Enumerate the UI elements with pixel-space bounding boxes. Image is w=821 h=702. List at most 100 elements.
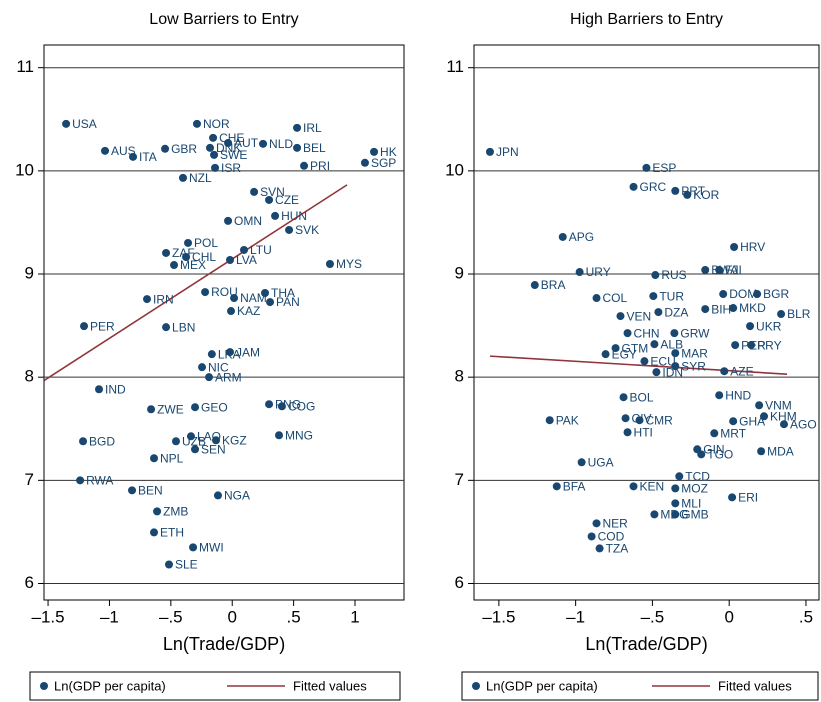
x-axis-label: Ln(Trade/GDP): [163, 634, 285, 654]
point: [261, 288, 270, 297]
point: [577, 458, 586, 467]
point: [701, 265, 710, 274]
point: [164, 560, 173, 569]
point: [747, 341, 756, 350]
point: [715, 265, 724, 274]
point: [642, 163, 651, 172]
point: [654, 308, 663, 317]
point: [629, 482, 638, 491]
point: [210, 150, 219, 159]
point: [150, 454, 159, 463]
point: [697, 450, 706, 459]
point-label: ITA: [139, 150, 157, 164]
point: [729, 304, 738, 313]
y-tick-label: 9: [455, 263, 464, 282]
point: [205, 373, 214, 382]
point: [209, 133, 218, 142]
point: [171, 437, 180, 446]
point-label: HK: [380, 145, 397, 159]
point-label: BFA: [563, 479, 586, 493]
point: [715, 391, 724, 400]
point: [592, 519, 601, 528]
point-label: TCD: [685, 469, 710, 483]
point-label: BEL: [303, 141, 326, 155]
x-axis-label: Ln(Trade/GDP): [585, 634, 707, 654]
point-label: APG: [569, 230, 594, 244]
point-label: NZL: [189, 171, 212, 185]
point-label: ALB: [660, 337, 683, 351]
point: [619, 393, 628, 402]
point: [552, 482, 561, 491]
point-label: KGZ: [222, 433, 247, 447]
point: [201, 288, 210, 297]
point: [192, 119, 201, 128]
y-tick-label: 7: [455, 470, 464, 489]
point-label: BLR: [787, 307, 811, 321]
point-label: GTM: [622, 341, 649, 355]
point-label: HTI: [634, 425, 653, 439]
point-label: ETH: [160, 526, 184, 540]
point: [224, 216, 233, 225]
point-label: GHA: [739, 414, 765, 428]
chart-title: High Barriers to Entry: [570, 11, 723, 28]
legend-box: [461, 671, 819, 701]
chart-title: Low Barriers to Entry: [149, 11, 298, 28]
legend-label: Ln(GDP per capita): [486, 678, 598, 693]
point-label: DOM: [729, 287, 757, 301]
point: [213, 491, 222, 500]
point-label: BRA: [541, 278, 566, 292]
point-label: DNK: [216, 141, 241, 155]
point: [147, 405, 156, 414]
point: [623, 329, 632, 338]
point-label: ZMB: [163, 505, 188, 519]
point-label: LVA: [236, 253, 257, 267]
point-label: GRC: [640, 180, 667, 194]
point: [161, 144, 170, 153]
point: [779, 420, 788, 429]
point-label: ZWE: [157, 402, 184, 416]
point-label: SVN: [260, 185, 285, 199]
point-label: MWI: [199, 541, 224, 555]
point-label: BGR: [763, 287, 789, 301]
point: [611, 344, 620, 353]
point-label: IRL: [303, 121, 322, 135]
x-tick-label: –.5: [159, 607, 183, 626]
point-label: IRN: [153, 292, 174, 306]
point-label: HUN: [281, 209, 307, 223]
point: [250, 187, 259, 196]
point: [211, 163, 220, 172]
point: [671, 186, 680, 195]
point-label: ISR: [221, 161, 241, 175]
x-tick-label: 0: [227, 607, 236, 626]
point: [595, 544, 604, 553]
point-label: GIN: [703, 442, 724, 456]
point-label: LTU: [250, 243, 272, 257]
point-label: CZE: [275, 193, 299, 207]
point-label: EGY: [612, 347, 637, 361]
point: [530, 281, 539, 290]
point-label: KEN: [640, 479, 665, 493]
point-label: KOR: [693, 188, 719, 202]
point: [728, 493, 737, 502]
point-label: ERI: [738, 491, 758, 505]
point: [271, 211, 280, 220]
point: [186, 432, 195, 441]
point-label: LBN: [172, 320, 195, 334]
point: [587, 532, 596, 541]
point-label: SEN: [201, 442, 226, 456]
point-label: FJI: [725, 263, 742, 277]
point-label: NPL: [160, 451, 184, 465]
point-label: PER: [90, 319, 115, 333]
point: [671, 499, 680, 508]
point-label: TUR: [659, 289, 684, 303]
point-label: NGA: [224, 489, 250, 503]
point-label: KHM: [770, 409, 797, 423]
point: [601, 350, 610, 359]
point: [671, 349, 680, 358]
point: [671, 510, 680, 519]
fitted-line: [489, 355, 788, 375]
point: [719, 290, 728, 299]
point-label: SWE: [220, 148, 247, 162]
x-tick-label: .5: [799, 607, 813, 626]
x-tick-label: –.5: [641, 607, 665, 626]
